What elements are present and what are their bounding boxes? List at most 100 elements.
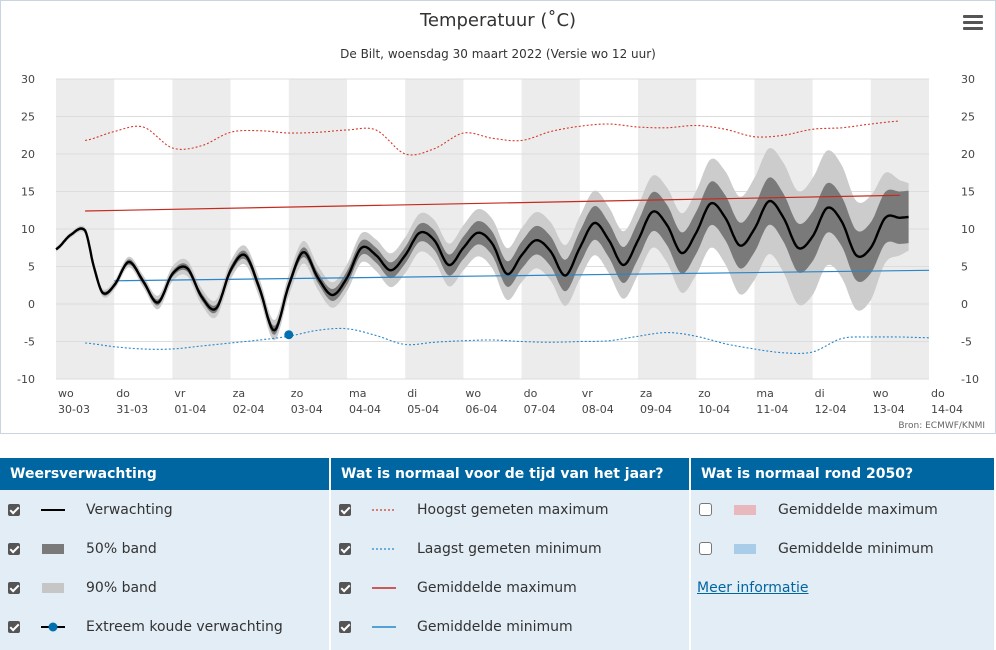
x-date-label: 30-03 [58, 403, 90, 416]
legend-label: 50% band [86, 540, 157, 557]
x-day-label: di [815, 387, 825, 400]
y-tick-label-right: -5 [961, 336, 972, 349]
x-day-label: ma [756, 387, 773, 400]
legend-2050-column: Wat is normaal rond 2050? Gemiddelde max… [691, 458, 996, 650]
chart-source: Bron: ECMWF/KNMI [898, 421, 985, 431]
y-tick-label-left: 15 [21, 186, 35, 199]
red-line-icon [367, 582, 401, 594]
x-date-label: 06-04 [465, 403, 497, 416]
legend-item-hoogst-max[interactable]: Hoogst gemeten maximum [331, 490, 689, 529]
y-tick-label-left: -10 [17, 373, 35, 386]
x-date-label: 05-04 [407, 403, 439, 416]
red-dotted-line-icon [367, 504, 401, 516]
2050-min-checkbox[interactable] [699, 542, 712, 555]
x-day-label: do [116, 387, 130, 400]
laagst-gemeten-minimum-line [85, 327, 930, 355]
gemiddelde-maximum-line [85, 194, 900, 212]
x-day-label: wo [465, 387, 481, 400]
blue-dotted-line-icon [367, 543, 401, 555]
hamburger-menu-icon[interactable] [963, 15, 983, 31]
x-day-label: zo [291, 387, 304, 400]
pink-swatch-icon [728, 504, 762, 516]
band90-checkbox[interactable] [8, 581, 20, 594]
x-day-label: vr [174, 387, 186, 400]
y-tick-label-right: 20 [961, 148, 975, 161]
x-date-label: 14-04 [931, 403, 963, 416]
chart-subtitle: De Bilt, woensdag 30 maart 2022 (Versie … [340, 47, 656, 61]
legend-label: Hoogst gemeten maximum [417, 501, 609, 518]
light-blue-swatch-icon [728, 543, 762, 555]
legend-2050-header: Wat is normaal rond 2050? [691, 458, 994, 490]
y-tick-label-left: 30 [21, 73, 35, 86]
legend-label: Laagst gemeten minimum [417, 540, 602, 557]
y-tick-label-left: 5 [28, 261, 35, 274]
y-tick-label-right: 30 [961, 73, 975, 86]
gem-min-checkbox[interactable] [339, 620, 351, 633]
y-tick-label-right: 0 [961, 298, 968, 311]
light-band-icon [36, 582, 70, 594]
band-50-area [56, 177, 909, 335]
y-tick-label-right: 15 [961, 186, 975, 199]
extreme-cold-point [284, 330, 294, 340]
x-date-label: 31-03 [116, 403, 148, 416]
legend-item-90-band[interactable]: 90% band [0, 568, 329, 607]
x-day-label: di [407, 387, 417, 400]
y-tick-label-right: 5 [961, 261, 968, 274]
x-date-label: 03-04 [291, 403, 323, 416]
2050-max-checkbox[interactable] [699, 503, 712, 516]
legend-item-2050-max[interactable]: Gemiddelde maximum [691, 490, 994, 529]
x-day-label: za [640, 387, 653, 400]
legend-normal-header: Wat is normaal voor de tijd van het jaar… [331, 458, 689, 490]
legend-label: Gemiddelde minimum [417, 618, 573, 635]
chart-container: 30 30 25 25 20 20 15 15 10 10 5 5 0 0 -5 -5 -10 -10 wo 30-0… [0, 0, 996, 434]
legend-item-50-band[interactable]: 50% band [0, 529, 329, 568]
legend-item-gem-max[interactable]: Gemiddelde maximum [331, 568, 689, 607]
legend-item-extreme-cold[interactable]: Extreem koude verwachting [0, 607, 329, 646]
legend-label: Gemiddelde maximum [417, 579, 577, 596]
x-day-label: vr [582, 387, 594, 400]
legend-forecast-column: Weersverwachting Verwachting 50% band 90… [0, 458, 331, 650]
y-tick-label-left: -5 [24, 336, 35, 349]
legend-normal-column: Wat is normaal voor de tijd van het jaar… [331, 458, 691, 650]
gem-max-checkbox[interactable] [339, 581, 351, 594]
extreme-cold-checkbox[interactable] [8, 620, 20, 633]
x-day-label: za [233, 387, 246, 400]
gemiddelde-minimum-line [114, 269, 930, 282]
x-date-label: 08-04 [582, 403, 614, 416]
y-tick-label-left: 20 [21, 148, 35, 161]
x-date-label: 11-04 [756, 403, 788, 416]
meer-informatie-link[interactable]: Meer informatie [697, 579, 809, 596]
x-day-label: ma [349, 387, 366, 400]
temperature-chart: 30 30 25 25 20 20 15 15 10 10 5 5 0 0 -5 -5 -10 -10 wo 30-0… [17, 10, 979, 416]
x-date-label: 02-04 [233, 403, 265, 416]
verwachting-line [55, 199, 909, 332]
legend-item-gem-min[interactable]: Gemiddelde minimum [331, 607, 689, 646]
legend-label: Extreem koude verwachting [86, 618, 283, 635]
x-date-label: 12-04 [815, 403, 847, 416]
y-tick-label-left: 10 [21, 223, 35, 236]
verwachting-checkbox[interactable] [8, 503, 20, 516]
legend-label: Gemiddelde minimum [778, 540, 934, 557]
x-day-label: zo [698, 387, 711, 400]
dark-band-icon [36, 543, 70, 555]
y-tick-label-right: 10 [961, 223, 975, 236]
y-tick-label-right: -10 [961, 373, 979, 386]
x-date-label: 13-04 [873, 403, 905, 416]
band50-checkbox[interactable] [8, 542, 20, 555]
x-day-label: do [524, 387, 538, 400]
legend-item-laagst-min[interactable]: Laagst gemeten minimum [331, 529, 689, 568]
blue-line-icon [367, 621, 401, 633]
legend-item-2050-min[interactable]: Gemiddelde minimum [691, 529, 994, 568]
hoogst-max-checkbox[interactable] [339, 503, 351, 516]
legend-link-row: Meer informatie [691, 568, 994, 607]
y-tick-label-right: 25 [961, 111, 975, 124]
chart-title: Temperatuur (˚C) [419, 10, 576, 31]
legend-item-verwachting[interactable]: Verwachting [0, 490, 329, 529]
x-date-label: 04-04 [349, 403, 381, 416]
x-date-label: 10-04 [698, 403, 730, 416]
legend-label: Verwachting [86, 501, 173, 518]
laagst-min-checkbox[interactable] [339, 542, 351, 555]
y-tick-label-left: 25 [21, 111, 35, 124]
legend-panel: Weersverwachting Verwachting 50% band 90… [0, 458, 996, 650]
x-date-label: 01-04 [174, 403, 206, 416]
